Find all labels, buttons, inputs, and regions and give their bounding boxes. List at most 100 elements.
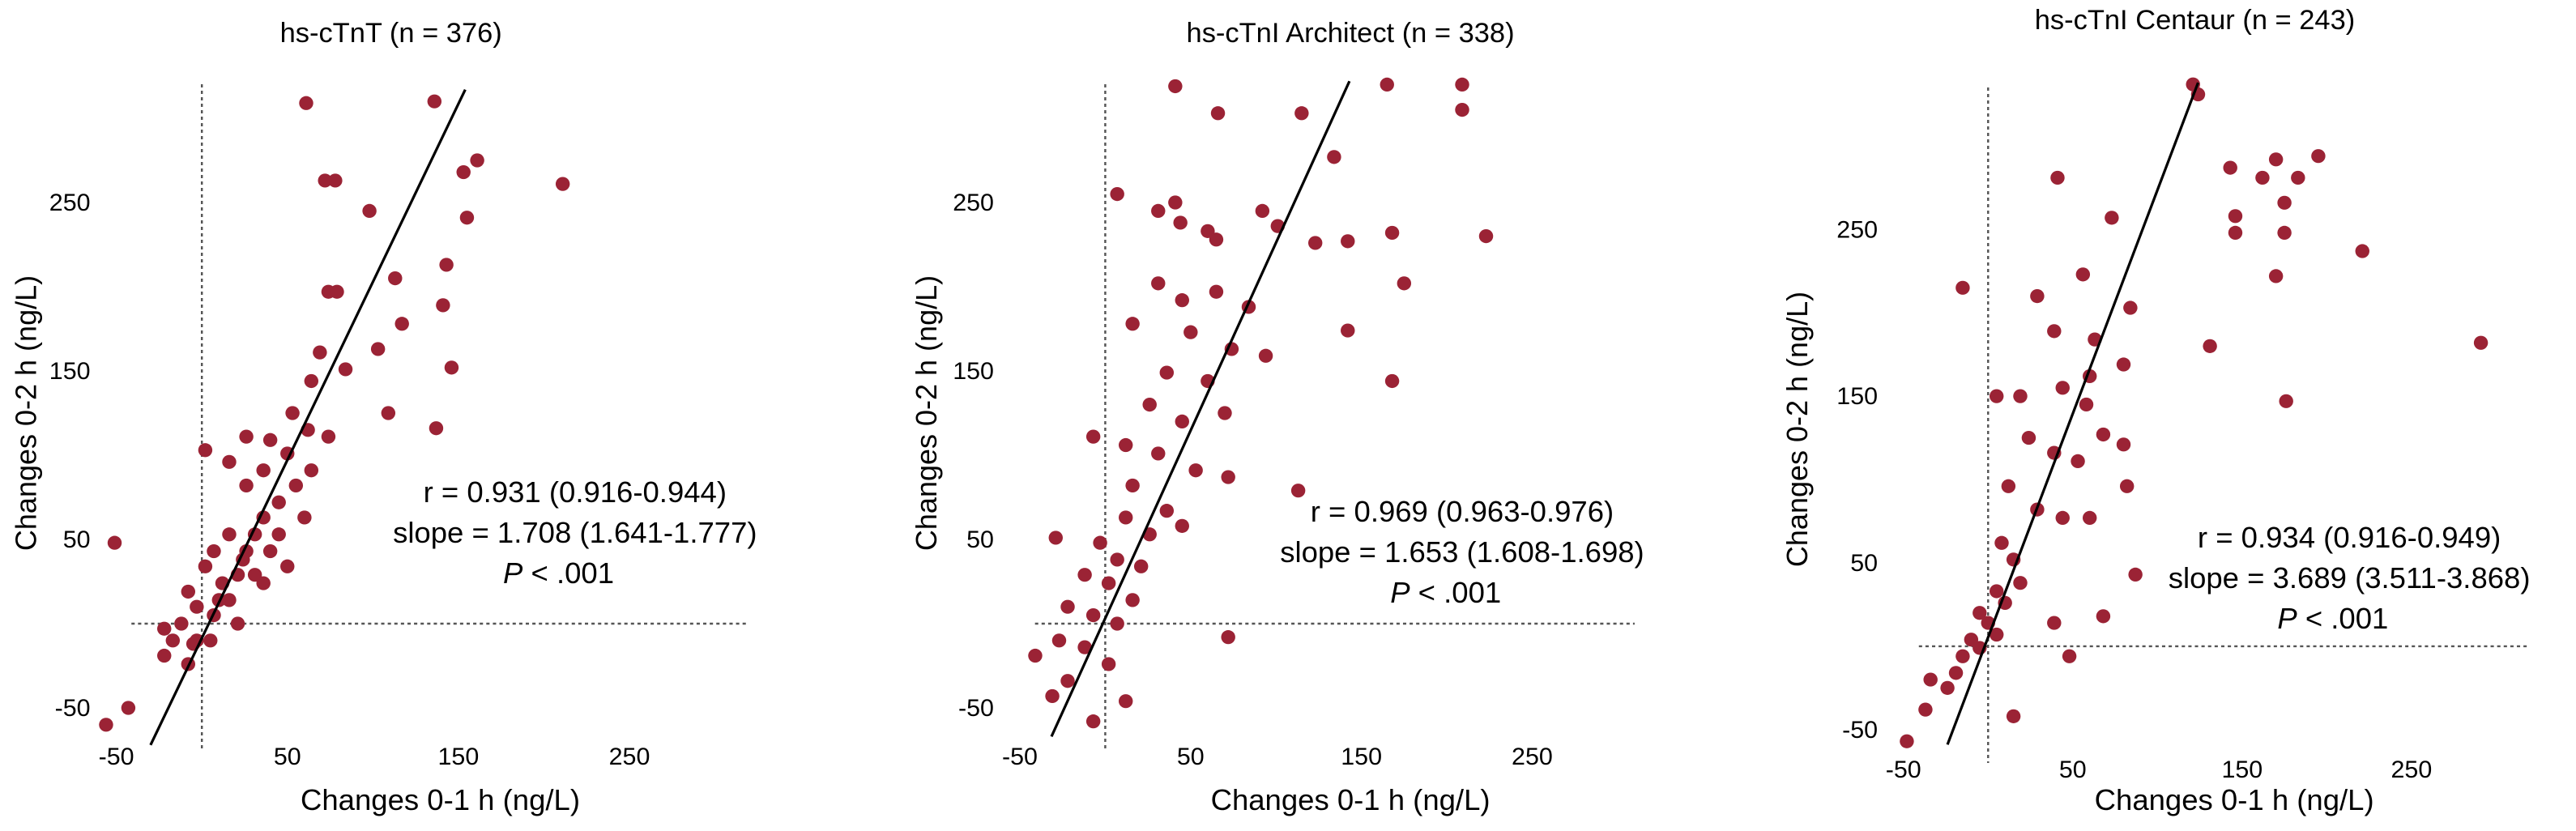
x-tick-label: 150 xyxy=(1341,744,1382,770)
data-point xyxy=(256,510,271,525)
data-point xyxy=(1184,325,1198,339)
data-point xyxy=(381,406,396,420)
data-point xyxy=(2013,389,2028,403)
data-point xyxy=(2055,510,2070,525)
data-point xyxy=(1397,276,1412,291)
y-axis-label: Changes 0-2 h (ng/L) xyxy=(9,275,42,551)
data-point xyxy=(2030,289,2045,304)
y-tick-label: 250 xyxy=(953,190,994,216)
p-value: < .001 xyxy=(1418,576,1502,609)
data-point xyxy=(1201,224,1215,238)
data-point xyxy=(1168,79,1183,94)
y-tick-label: -50 xyxy=(55,695,91,722)
data-point xyxy=(1110,552,1124,567)
data-point xyxy=(1045,688,1060,704)
data-point xyxy=(1118,437,1133,453)
data-point xyxy=(2006,709,2021,723)
data-point xyxy=(429,421,444,436)
data-point xyxy=(1255,203,1270,218)
data-point xyxy=(1118,694,1133,709)
data-point xyxy=(222,593,237,607)
x-tick-label: 50 xyxy=(274,744,301,770)
data-point xyxy=(2001,479,2016,493)
data-point xyxy=(362,203,377,218)
data-point xyxy=(1307,236,1323,250)
data-point xyxy=(207,543,221,559)
data-point xyxy=(1159,504,1175,518)
data-point xyxy=(198,443,213,458)
data-point xyxy=(1209,232,1224,247)
data-point xyxy=(165,633,181,648)
y-tick-label: -50 xyxy=(958,695,994,722)
data-point xyxy=(174,616,189,631)
data-point xyxy=(1478,229,1494,244)
data-point xyxy=(328,173,343,188)
data-point xyxy=(297,510,312,525)
x-tick-label: 150 xyxy=(438,744,480,770)
y-tick-label: 50 xyxy=(966,526,994,553)
data-point xyxy=(2123,300,2138,315)
data-point xyxy=(1110,616,1124,631)
fit-line xyxy=(1050,80,1351,738)
y-tick-label: 50 xyxy=(63,526,91,553)
data-point xyxy=(256,576,271,590)
p-symbol: P xyxy=(2277,602,2297,635)
data-point xyxy=(330,284,344,299)
data-point xyxy=(1151,203,1166,218)
y-axis-label: Changes 0-2 h (ng/L) xyxy=(1781,292,1814,567)
data-point xyxy=(1380,77,1394,92)
data-point xyxy=(1989,389,2004,403)
data-point xyxy=(304,463,319,478)
data-point xyxy=(222,454,237,469)
data-point xyxy=(239,478,254,493)
data-point xyxy=(2055,381,2070,395)
data-point xyxy=(2228,225,2243,240)
data-point xyxy=(1341,234,1355,249)
data-point xyxy=(2013,576,2028,590)
data-point xyxy=(107,535,122,550)
data-point xyxy=(1110,187,1124,202)
data-point xyxy=(2255,170,2270,185)
data-point xyxy=(459,211,475,225)
data-point xyxy=(1258,348,1273,363)
data-point xyxy=(1989,584,2004,599)
data-point xyxy=(230,616,245,631)
data-point xyxy=(198,559,213,573)
data-point xyxy=(285,406,300,420)
data-point xyxy=(555,177,570,191)
data-point xyxy=(1159,365,1175,380)
chart-title: hs-cTnT (n = 376) xyxy=(280,18,502,49)
x-tick-label: 250 xyxy=(1512,744,1553,770)
data-point xyxy=(388,271,403,286)
data-point xyxy=(1028,648,1043,663)
p-value: < .001 xyxy=(2305,602,2389,635)
data-point xyxy=(2096,609,2111,624)
data-point xyxy=(1175,518,1189,533)
data-point xyxy=(2116,437,2131,452)
data-point xyxy=(181,584,196,599)
data-point xyxy=(1948,666,1964,680)
data-point xyxy=(1294,106,1309,121)
data-point xyxy=(262,433,278,447)
data-point xyxy=(1175,414,1189,428)
data-point xyxy=(1093,535,1107,550)
data-point xyxy=(1455,77,1469,92)
data-point xyxy=(370,342,386,356)
data-point xyxy=(2277,225,2292,240)
y-tick-label: -50 xyxy=(1842,717,1878,744)
data-point xyxy=(2268,269,2284,283)
data-point xyxy=(2311,149,2326,164)
data-point xyxy=(1060,674,1075,688)
y-tick-label: 150 xyxy=(49,358,91,385)
data-point xyxy=(256,463,271,478)
data-point xyxy=(1051,633,1067,648)
annotation: slope = 3.689 (3.511-3.868) xyxy=(2169,561,2531,594)
data-point xyxy=(1923,672,1938,687)
data-point xyxy=(2223,160,2237,175)
data-point xyxy=(1341,323,1355,338)
data-point xyxy=(1173,215,1188,230)
p-annotation: P < .001 xyxy=(503,556,614,590)
data-point xyxy=(2075,267,2091,282)
data-point xyxy=(1077,568,1092,582)
